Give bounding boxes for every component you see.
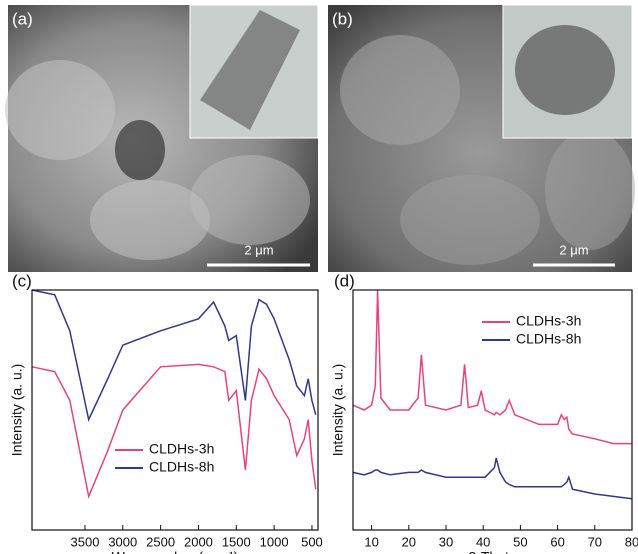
x-tick-label: 20 bbox=[402, 534, 416, 549]
panel-label: (c) bbox=[12, 271, 32, 290]
x-tick-label: 30 bbox=[439, 534, 453, 549]
figure: (a) 2 μm (b) 2 μm (c) 3500 3000 2500 2000 150… bbox=[0, 0, 638, 554]
scale-bar-label: 2 μm bbox=[559, 242, 588, 257]
x-tick-label: 3500 bbox=[71, 534, 100, 549]
legend-label: CLDHs-8h bbox=[516, 331, 581, 347]
x-tick-label: 50 bbox=[513, 534, 527, 549]
x-axis-label: Wavenumber (cm⁻¹) bbox=[112, 549, 239, 554]
y-axis-label: Intensity (a. u.) bbox=[9, 364, 25, 457]
x-tick-label: 10 bbox=[364, 534, 378, 549]
series-line bbox=[32, 290, 316, 420]
legend-label: CLDHs-8h bbox=[149, 459, 214, 475]
series-line bbox=[353, 290, 632, 444]
scale-bar-label: 2 μm bbox=[244, 242, 273, 257]
panel-label: (d) bbox=[334, 271, 355, 290]
x-tick-label: 1500 bbox=[222, 534, 251, 549]
legend-label: CLDHs-3h bbox=[516, 313, 581, 329]
x-tick-label: 70 bbox=[588, 534, 602, 549]
x-tick-label: 60 bbox=[550, 534, 564, 549]
x-tick-label: 40 bbox=[476, 534, 490, 549]
legend-label: CLDHs-3h bbox=[149, 441, 214, 457]
x-axis-label: 2-Theta bbox=[468, 549, 516, 554]
y-axis-label: Intensity (a. u.) bbox=[330, 364, 346, 457]
x-tick-label: 80 bbox=[625, 534, 638, 549]
x-tick-label: 2500 bbox=[146, 534, 175, 549]
panel-label: (a) bbox=[12, 9, 33, 28]
x-tick-label: 1000 bbox=[260, 534, 289, 549]
sem-panel-a: (a) 2 μm bbox=[5, 5, 318, 272]
series-line bbox=[353, 458, 632, 499]
x-tick-label: 3000 bbox=[108, 534, 137, 549]
x-tick-label: 2000 bbox=[184, 534, 213, 549]
x-tick-label: 500 bbox=[301, 534, 323, 549]
series-line bbox=[32, 364, 316, 496]
panel-label: (b) bbox=[332, 9, 353, 28]
sem-panel-b: (b) 2 μm bbox=[328, 5, 635, 272]
